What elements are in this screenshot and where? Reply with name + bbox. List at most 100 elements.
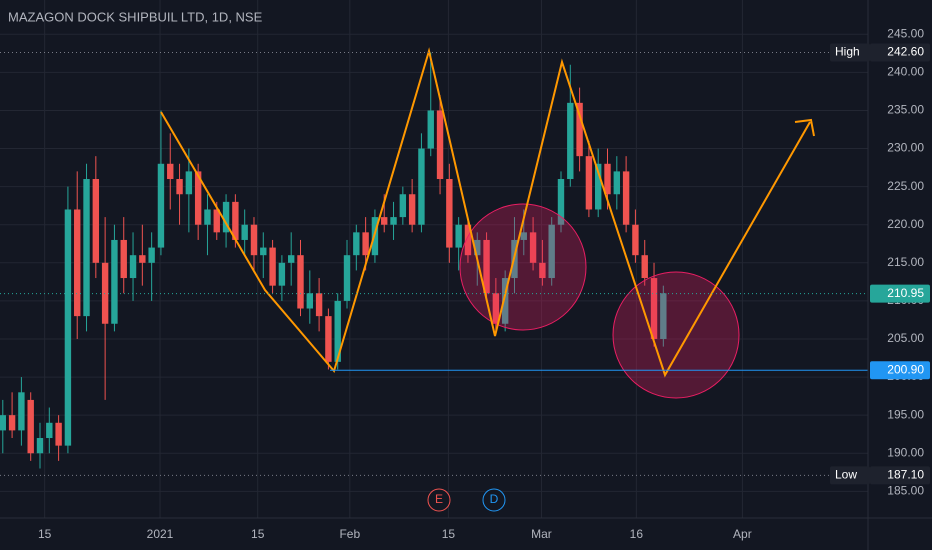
candle-body: [399, 194, 407, 218]
event-icon[interactable]: [482, 488, 506, 512]
candle-body: [36, 438, 44, 454]
y-tick-label: 220.00: [887, 217, 924, 231]
candle-body: [0, 415, 6, 431]
candle-body: [501, 278, 509, 324]
price-label-bg: [870, 466, 930, 485]
candle-body: [241, 224, 248, 240]
y-tick-label: 225.00: [887, 179, 924, 193]
event-e: E: [427, 488, 451, 512]
event-d: D: [482, 488, 506, 512]
candle-body: [567, 102, 574, 180]
candle-body: [492, 293, 500, 324]
candle-body: [585, 156, 593, 210]
candle-body: [576, 102, 583, 157]
event-icon[interactable]: [427, 488, 451, 512]
candle-body: [464, 224, 472, 256]
candle-body: [139, 255, 146, 263]
candle-body: [222, 201, 230, 233]
candle-body: [474, 239, 481, 256]
arrow-head: [794, 118, 815, 137]
candle-body: [390, 217, 397, 225]
price-label: 210.95: [887, 286, 924, 300]
price-label: 200.90: [887, 362, 924, 376]
x-tick-label: 15: [442, 527, 456, 541]
candle-body: [427, 110, 434, 149]
highlight-circle: [459, 203, 587, 331]
pattern-line: [160, 47, 811, 378]
candle-body: [287, 255, 295, 263]
candle-body: [343, 255, 351, 301]
candle-body: [55, 422, 62, 446]
candle-body: [436, 110, 444, 180]
event-label: D: [490, 492, 499, 506]
candle-body: [194, 171, 202, 225]
candle-body: [157, 163, 165, 248]
candle-body: [46, 422, 53, 439]
candle-body: [8, 415, 16, 431]
candle-body: [297, 255, 304, 309]
candle-body: [408, 194, 416, 225]
candle-body: [129, 255, 137, 279]
event-label: E: [435, 492, 443, 506]
candle-body: [232, 201, 239, 240]
candle-body: [660, 293, 667, 339]
candle-body: [306, 293, 314, 309]
price-name-bg: [830, 43, 870, 62]
candle-body: [27, 399, 34, 454]
x-tick-label: 16: [630, 527, 644, 541]
y-tick-label: 185.00: [887, 484, 924, 498]
candle-body: [101, 262, 109, 324]
candle-body: [92, 179, 100, 263]
candle-body: [520, 232, 527, 240]
candle-body: [111, 239, 118, 324]
x-tick-label: 15: [38, 527, 52, 541]
candle-body: [455, 224, 462, 248]
candle-body: [632, 224, 639, 256]
price-label-bg: [870, 361, 930, 380]
x-tick-label: 2021: [147, 527, 174, 541]
candle-body: [213, 209, 220, 233]
y-tick-label: 215.00: [887, 255, 924, 269]
price-label: 187.10: [887, 468, 924, 482]
candle-body: [83, 179, 90, 317]
candle-body: [539, 262, 546, 279]
price-label-bg: [870, 43, 930, 62]
candle-body: [622, 171, 630, 225]
y-tick-label: 240.00: [887, 65, 924, 79]
candle-body: [353, 232, 360, 256]
candle-body: [483, 239, 490, 294]
candle-body: [64, 209, 72, 446]
y-tick-label: 195.00: [887, 407, 924, 421]
grid: [0, 0, 868, 518]
candle-body: [334, 300, 341, 362]
candle-body: [362, 232, 369, 256]
candle-body: [641, 255, 648, 279]
candle-body: [148, 247, 155, 263]
price-lines: [0, 52, 868, 476]
y-tick-label: 190.00: [887, 445, 924, 459]
candle-body: [557, 179, 565, 225]
candle-body: [278, 262, 286, 286]
candle-body: [250, 224, 258, 256]
y-tick-label: 230.00: [887, 141, 924, 155]
candle-body: [167, 163, 174, 180]
price-label: 242.60: [887, 45, 924, 59]
candle-body: [74, 209, 81, 317]
price-label-bg: [870, 284, 930, 303]
y-tick-label: 235.00: [887, 103, 924, 117]
price-name: Low: [835, 468, 857, 482]
candle-body: [604, 163, 611, 195]
candle-body: [269, 247, 276, 286]
highlight-circle: [612, 271, 740, 399]
chart-title: MAZAGON DOCK SHIPBUIL LTD, 1D, NSE: [8, 9, 263, 24]
y-tick-label: 245.00: [887, 26, 924, 40]
candle-body: [204, 209, 211, 225]
candle-body: [418, 148, 425, 225]
price-name-bg: [830, 466, 870, 485]
candle-body: [315, 293, 323, 317]
y-tick-label: 205.00: [887, 331, 924, 345]
candle-body: [18, 392, 25, 431]
candle-body: [176, 179, 183, 195]
